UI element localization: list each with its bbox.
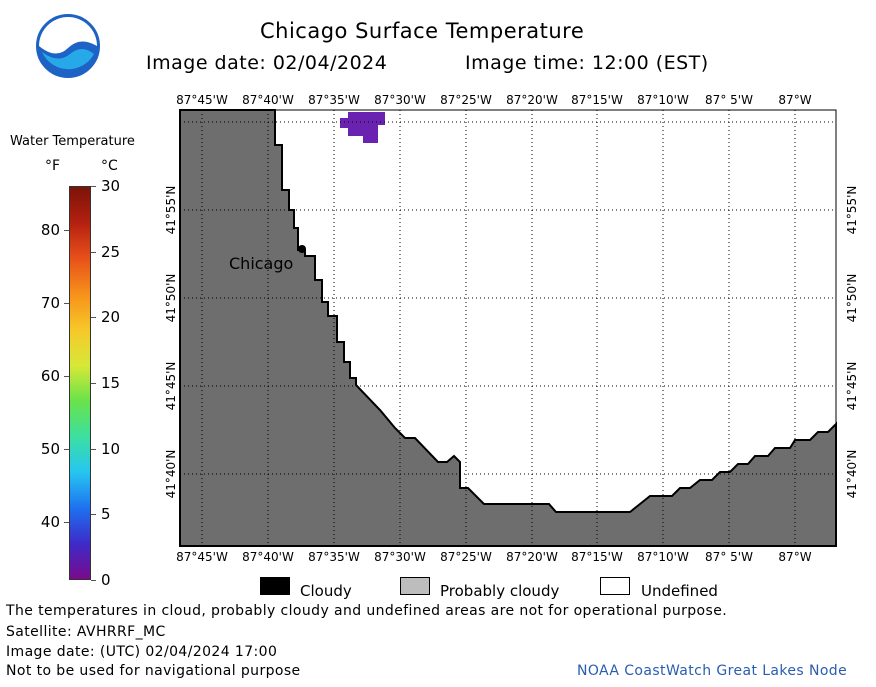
legend-label-undefined: Undefined: [641, 582, 718, 600]
top-longitude-label: 87°40'W: [242, 93, 294, 107]
colorbar-celsius-label: 20: [101, 308, 121, 327]
chicago-marker: [298, 245, 306, 253]
image-date: Image date: 02/04/2024: [146, 52, 388, 74]
colorbar-celsius-label: 30: [101, 177, 121, 195]
credit-link[interactable]: NOAA CoastWatch Great Lakes Node: [577, 663, 848, 679]
page-title: Chicago Surface Temperature: [260, 19, 585, 43]
navigation-warning: Not to be used for navigational purpose: [6, 663, 301, 679]
colorbar-fahrenheit-label-tick: [64, 229, 69, 231]
satellite-text: Satellite: AVHRRF_MC: [6, 624, 166, 640]
map-axis-labels: 87°45'W 87°40'W 87°35'W 87°30'W 87°25'W 87°20…: [164, 93, 859, 564]
left-latitude-label: 41°45'N: [164, 362, 178, 411]
bottom-longitude-label: 87°15'W: [571, 550, 623, 564]
noaa-logo-text: NOAA: [52, 27, 84, 38]
top-longitude-label: 87°45'W: [176, 93, 228, 107]
water-temperature-patch: [340, 112, 385, 143]
legend-swatch-undefined: [600, 577, 630, 595]
bottom-longitude-label: 87° 5'W: [705, 550, 753, 564]
colorbar-unit-c: °C: [101, 158, 118, 174]
bottom-longitude-label: 87°30'W: [374, 550, 426, 564]
bottom-longitude-label: 87°20'W: [506, 550, 558, 564]
colorbar-celsius-label-tick: [91, 317, 96, 319]
legend-swatch-cloudy: [260, 577, 290, 595]
colorbar-fahrenheit-label: 50: [40, 439, 60, 458]
colorbar-celsius-label: 15: [101, 374, 121, 392]
right-latitude-label: 41°45'N: [845, 362, 859, 411]
left-latitude-label: 41°40'N: [164, 450, 178, 499]
colorbar-celsius-label: 25: [101, 242, 121, 261]
top-longitude-label: 87° 5'W: [705, 93, 753, 107]
colorbar-fahrenheit-label: 40: [40, 512, 60, 531]
colorbar-celsius-label: 10: [101, 439, 121, 458]
top-longitude-label: 87°15'W: [571, 93, 623, 107]
right-latitude-label: 41°50'N: [845, 274, 859, 323]
colorbar-fahrenheit-label-tick: [64, 448, 69, 450]
colorbar-fahrenheit-label-tick: [64, 302, 69, 304]
colorbar-fahrenheit-label-tick: [64, 521, 69, 523]
noaa-logo: NOAA: [36, 14, 100, 78]
colorbar-celsius-label-tick: [91, 448, 96, 450]
colorbar-fahrenheit-label: 70: [40, 293, 60, 312]
right-latitude-label: 41°40'N: [845, 450, 859, 499]
bottom-longitude-label: 87°35'W: [308, 550, 360, 564]
legend-label-probably-cloudy: Probably cloudy: [440, 582, 560, 600]
graticule: [180, 110, 836, 546]
top-longitude-label: 87°35'W: [308, 93, 360, 107]
bottom-longitude-label: 87°W: [778, 550, 811, 564]
disclaimer-text: The temperatures in cloud, probably clou…: [6, 603, 728, 619]
bottom-longitude-label: 87°45'W: [176, 550, 228, 564]
top-longitude-label: 87°10'W: [637, 93, 689, 107]
top-longitude-label: 87°20'W: [506, 93, 558, 107]
colorbar-unit-f: °F: [45, 158, 61, 174]
bottom-longitude-label: 87°40'W: [242, 550, 294, 564]
right-latitude-label: 41°55'N: [845, 186, 859, 235]
image-time: Image time: 12:00 (EST): [465, 52, 709, 74]
left-latitude-label: 41°50'N: [164, 274, 178, 323]
colorbar-fahrenheit-label-tick: [64, 375, 69, 377]
legend-swatch-probably-cloudy: [400, 577, 430, 595]
utc-date-text: Image date: (UTC) 02/04/2024 17:00: [6, 644, 278, 660]
colorbar-fahrenheit-label: 80: [40, 220, 60, 239]
bottom-longitude-label: 87°10'W: [637, 550, 689, 564]
colorbar-gradient: [69, 186, 91, 580]
colorbar-celsius-label-tick: [91, 251, 96, 253]
legend-label-cloudy: Cloudy: [300, 582, 352, 600]
chicago-label: Chicago: [229, 254, 293, 273]
colorbar-celsius-label-tick: [91, 514, 96, 516]
colorbar-celsius-label-tick: [91, 383, 96, 384]
left-latitude-label: 41°55'N: [164, 186, 178, 235]
top-longitude-label: 87°W: [778, 93, 811, 107]
top-longitude-label: 87°25'W: [440, 93, 492, 107]
colorbar-celsius-label: 5: [101, 505, 111, 524]
colorbar-title: Water Temperature: [10, 134, 135, 149]
colorbar-fahrenheit-label: 60: [40, 366, 60, 385]
colorbar-celsius-label-tick: [91, 186, 96, 187]
bottom-longitude-label: 87°25'W: [440, 550, 492, 564]
colorbar-celsius-label-tick: [91, 580, 96, 581]
top-longitude-label: 87°30'W: [374, 93, 426, 107]
colorbar-celsius-label: 0: [101, 571, 111, 589]
